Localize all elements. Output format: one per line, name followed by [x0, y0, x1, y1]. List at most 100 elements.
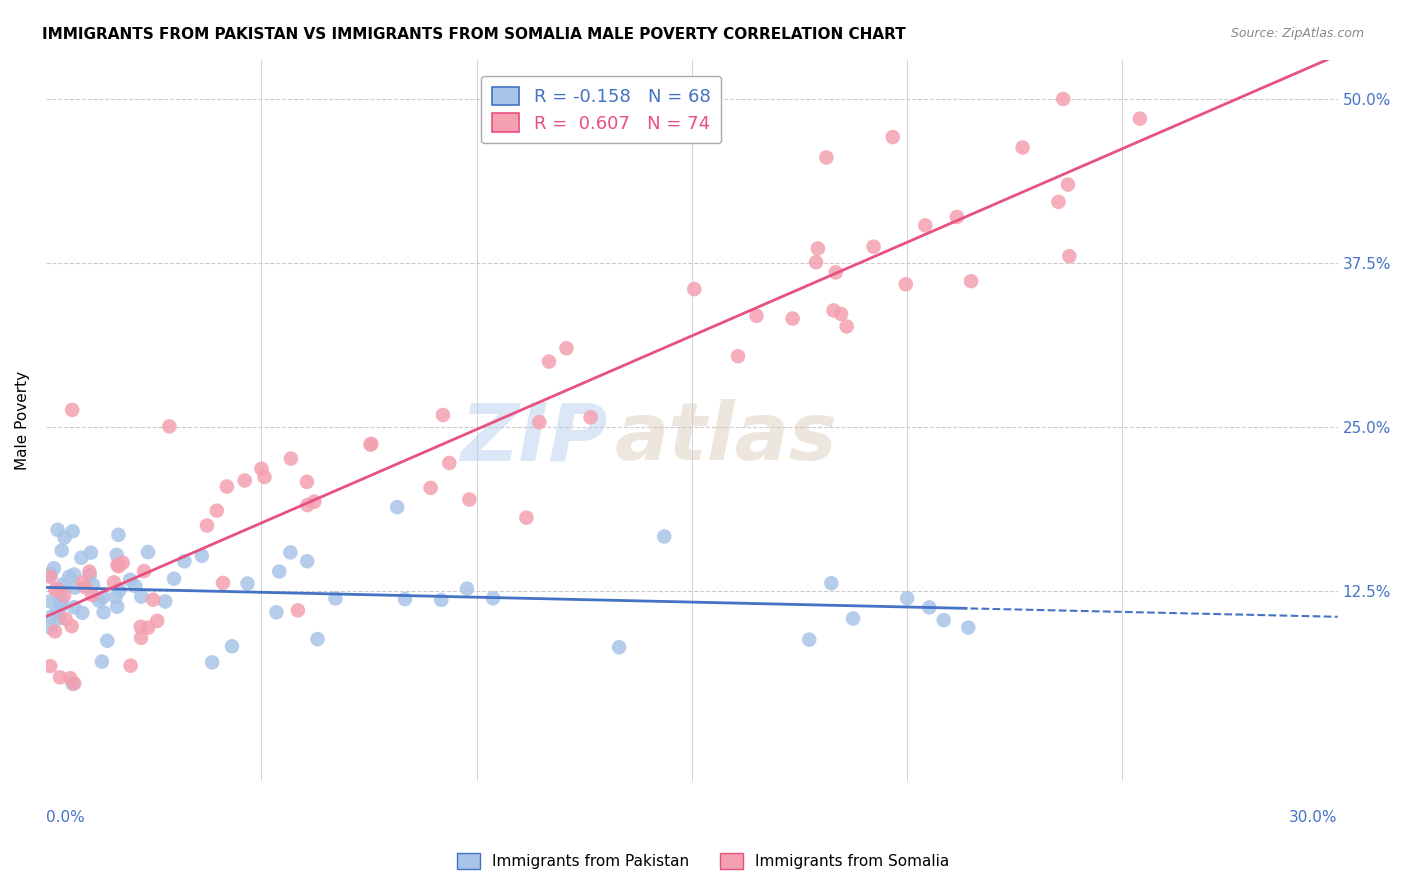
Point	[842, 611, 865, 625]
Point	[96, 633, 118, 648]
Point	[124, 579, 146, 593]
Point	[1057, 178, 1080, 192]
Point	[195, 518, 218, 533]
Point	[683, 282, 706, 296]
Point	[46, 523, 69, 537]
Point	[39, 659, 62, 673]
Point	[482, 591, 505, 606]
Point	[105, 599, 128, 614]
Point	[419, 481, 441, 495]
Point	[325, 591, 347, 606]
Point	[914, 219, 936, 233]
Point	[253, 470, 276, 484]
Point	[87, 593, 110, 607]
Point	[946, 210, 969, 224]
Point	[82, 588, 104, 602]
Point	[957, 621, 980, 635]
Point	[918, 600, 941, 615]
Point	[75, 581, 97, 595]
Point	[295, 475, 318, 489]
Point	[173, 554, 195, 568]
Legend: Immigrants from Pakistan, Immigrants from Somalia: Immigrants from Pakistan, Immigrants fro…	[451, 847, 955, 875]
Point	[53, 531, 76, 545]
Point	[862, 240, 884, 254]
Point	[63, 676, 86, 690]
Point	[59, 671, 82, 685]
Point	[55, 612, 77, 626]
Point	[287, 603, 309, 617]
Legend: R = -0.158   N = 68, R =  0.607   N = 74: R = -0.158 N = 68, R = 0.607 N = 74	[481, 76, 721, 144]
Point	[153, 594, 176, 608]
Point	[48, 591, 70, 606]
Point	[108, 583, 131, 598]
Point	[385, 500, 408, 515]
Point	[820, 576, 842, 591]
Point	[70, 550, 93, 565]
Point	[136, 621, 159, 635]
Point	[1059, 249, 1081, 263]
Point	[236, 576, 259, 591]
Point	[39, 621, 62, 635]
Point	[44, 582, 66, 597]
Point	[894, 277, 917, 292]
Point	[48, 611, 70, 625]
Text: 0.0%: 0.0%	[46, 810, 84, 825]
Point	[72, 575, 94, 590]
Point	[191, 549, 214, 563]
Point	[51, 582, 73, 597]
Point	[44, 624, 66, 639]
Text: Source: ZipAtlas.com: Source: ZipAtlas.com	[1230, 27, 1364, 40]
Point	[163, 572, 186, 586]
Text: 30.0%: 30.0%	[1289, 810, 1337, 825]
Point	[131, 590, 153, 604]
Point	[82, 578, 104, 592]
Point	[1052, 92, 1074, 106]
Point	[105, 548, 128, 562]
Point	[221, 640, 243, 654]
Point	[134, 564, 156, 578]
Point	[212, 576, 235, 591]
Point	[1011, 140, 1033, 154]
Point	[515, 510, 537, 524]
Point	[439, 456, 461, 470]
Y-axis label: Male Poverty: Male Poverty	[15, 371, 30, 470]
Point	[93, 605, 115, 619]
Point	[960, 274, 983, 288]
Point	[49, 670, 72, 684]
Point	[107, 559, 129, 574]
Point	[201, 656, 224, 670]
Point	[782, 311, 804, 326]
Point	[205, 504, 228, 518]
Point	[90, 655, 112, 669]
Point	[136, 545, 159, 559]
Point	[932, 613, 955, 627]
Point	[529, 415, 551, 429]
Point	[1047, 194, 1070, 209]
Point	[79, 568, 101, 582]
Point	[360, 437, 382, 451]
Point	[39, 566, 62, 581]
Point	[835, 319, 858, 334]
Point	[269, 565, 291, 579]
Point	[142, 592, 165, 607]
Point	[42, 561, 65, 575]
Point	[432, 408, 454, 422]
Point	[882, 130, 904, 145]
Text: ZIP: ZIP	[461, 400, 607, 477]
Point	[51, 596, 73, 610]
Point	[51, 543, 73, 558]
Point	[727, 349, 749, 363]
Point	[896, 591, 918, 606]
Point	[46, 582, 69, 596]
Point	[215, 479, 238, 493]
Point	[129, 631, 152, 645]
Point	[266, 605, 288, 619]
Point	[60, 403, 83, 417]
Point	[295, 554, 318, 568]
Point	[233, 474, 256, 488]
Point	[280, 451, 302, 466]
Point	[45, 606, 67, 620]
Point	[394, 592, 416, 607]
Point	[79, 565, 101, 579]
Point	[458, 492, 481, 507]
